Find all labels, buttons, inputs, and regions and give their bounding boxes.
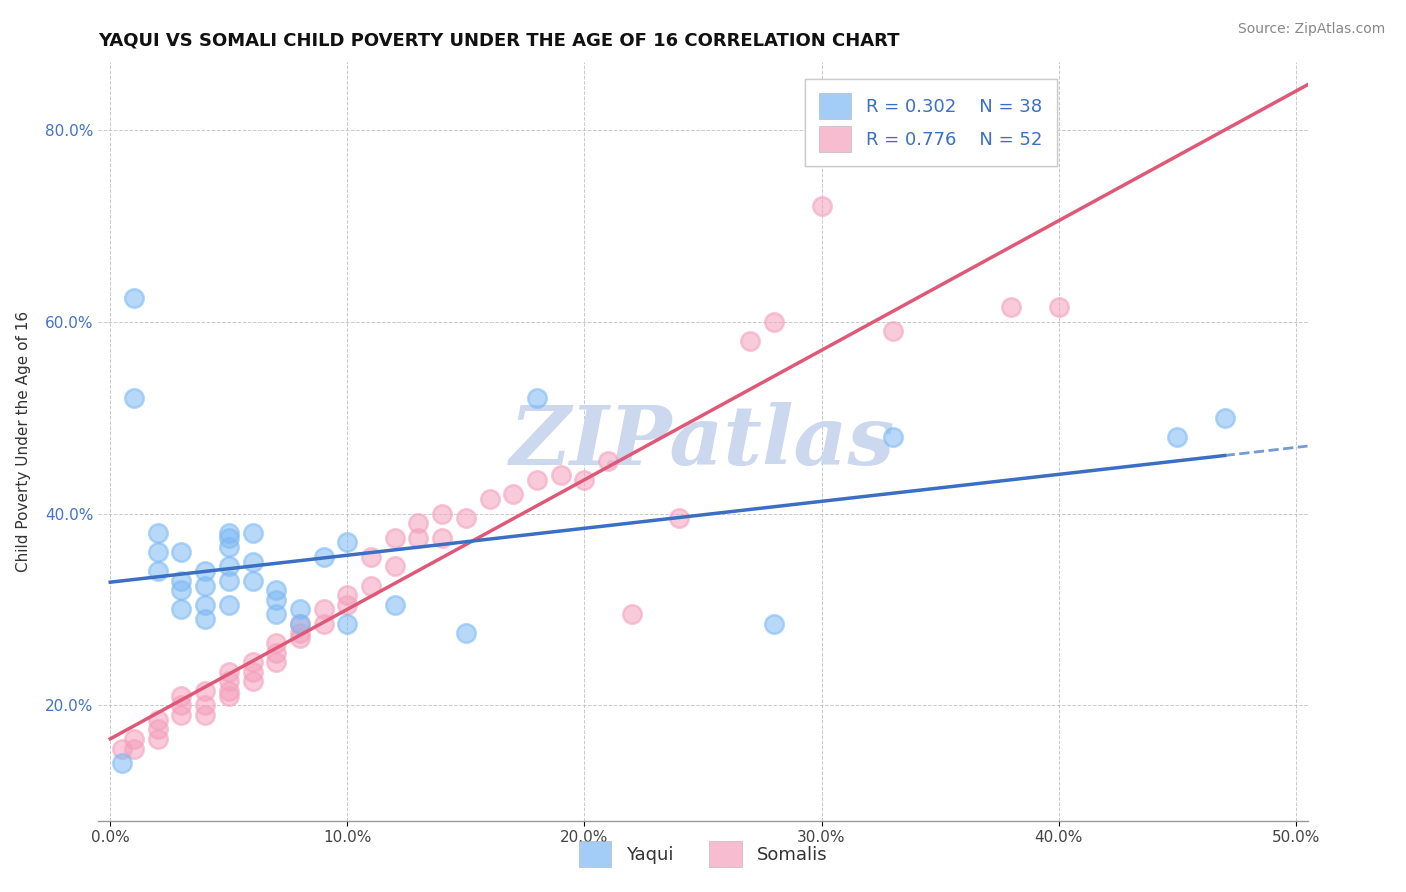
Point — [146, 525, 169, 540]
Point — [122, 732, 145, 747]
Point — [763, 315, 786, 329]
Point — [882, 324, 904, 338]
Point — [242, 665, 264, 679]
Text: Source: ZipAtlas.com: Source: ZipAtlas.com — [1237, 22, 1385, 37]
Point — [218, 559, 240, 574]
Point — [526, 392, 548, 406]
Point — [384, 531, 406, 545]
Point — [218, 531, 240, 545]
Point — [218, 674, 240, 689]
Point — [288, 626, 311, 640]
Point — [384, 598, 406, 612]
Point — [194, 564, 217, 578]
Point — [170, 583, 193, 598]
Point — [218, 689, 240, 703]
Point — [288, 616, 311, 631]
Point — [574, 473, 596, 487]
Point — [194, 578, 217, 592]
Legend: R = 0.302    N = 38, R = 0.776    N = 52: R = 0.302 N = 38, R = 0.776 N = 52 — [804, 79, 1057, 166]
Point — [336, 588, 359, 602]
Point — [218, 525, 240, 540]
Point — [218, 598, 240, 612]
Point — [360, 549, 382, 564]
Point — [242, 554, 264, 568]
Point — [194, 612, 217, 626]
Point — [264, 593, 287, 607]
Text: YAQUI VS SOMALI CHILD POVERTY UNDER THE AGE OF 16 CORRELATION CHART: YAQUI VS SOMALI CHILD POVERTY UNDER THE … — [98, 32, 900, 50]
Point — [336, 598, 359, 612]
Point — [122, 291, 145, 305]
Point — [336, 616, 359, 631]
Point — [218, 684, 240, 698]
Point — [598, 454, 620, 468]
Point — [264, 583, 287, 598]
Point — [146, 713, 169, 727]
Point — [264, 607, 287, 622]
Point — [1213, 410, 1236, 425]
Y-axis label: Child Poverty Under the Age of 16: Child Poverty Under the Age of 16 — [17, 311, 31, 572]
Point — [122, 392, 145, 406]
Point — [111, 756, 134, 770]
Point — [384, 559, 406, 574]
Point — [502, 487, 524, 501]
Legend: Yaqui, Somalis: Yaqui, Somalis — [572, 834, 834, 874]
Text: ZIPatlas: ZIPatlas — [510, 401, 896, 482]
Point — [242, 525, 264, 540]
Point — [194, 598, 217, 612]
Point — [146, 732, 169, 747]
Point — [312, 616, 335, 631]
Point — [170, 545, 193, 559]
Point — [1047, 300, 1070, 314]
Point — [170, 689, 193, 703]
Point — [170, 574, 193, 588]
Point — [218, 665, 240, 679]
Point — [312, 549, 335, 564]
Point — [122, 741, 145, 756]
Point — [360, 578, 382, 592]
Point — [882, 430, 904, 444]
Point — [288, 632, 311, 646]
Point — [432, 531, 454, 545]
Point — [146, 564, 169, 578]
Point — [312, 602, 335, 616]
Point — [1166, 430, 1188, 444]
Point — [336, 535, 359, 549]
Point — [170, 602, 193, 616]
Point — [288, 616, 311, 631]
Point — [454, 511, 477, 525]
Point — [432, 507, 454, 521]
Point — [668, 511, 690, 525]
Point — [478, 492, 501, 507]
Point — [146, 723, 169, 737]
Point — [550, 468, 572, 483]
Point — [242, 574, 264, 588]
Point — [1000, 300, 1022, 314]
Point — [264, 646, 287, 660]
Point — [620, 607, 643, 622]
Point — [526, 473, 548, 487]
Point — [264, 636, 287, 650]
Point — [242, 655, 264, 669]
Point — [194, 708, 217, 723]
Point — [194, 698, 217, 713]
Point — [170, 698, 193, 713]
Point — [264, 655, 287, 669]
Point — [740, 334, 762, 348]
Point — [288, 602, 311, 616]
Point — [194, 684, 217, 698]
Point — [170, 708, 193, 723]
Point — [408, 516, 430, 530]
Point — [408, 531, 430, 545]
Point — [454, 626, 477, 640]
Point — [763, 616, 786, 631]
Point — [810, 199, 832, 213]
Point — [218, 540, 240, 554]
Point — [111, 741, 134, 756]
Point — [242, 674, 264, 689]
Point — [218, 574, 240, 588]
Point — [146, 545, 169, 559]
